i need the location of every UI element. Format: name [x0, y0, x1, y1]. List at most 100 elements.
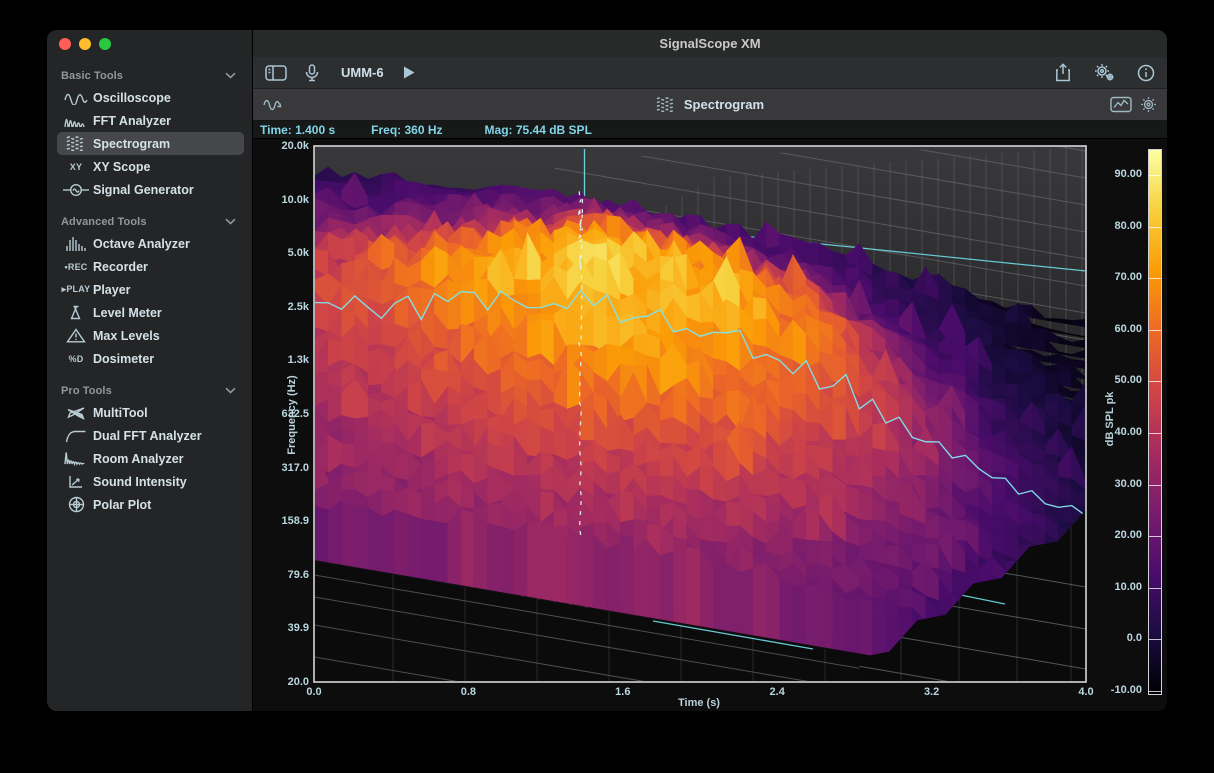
time-axis-label: Time (s)	[678, 697, 720, 709]
sidebar-item-dosimeter[interactable]: %D Dosimeter	[57, 347, 244, 370]
sidebar-item-dual-fft-analyzer[interactable]: Dual FFT Analyzer	[57, 424, 244, 447]
zoom-button[interactable]	[99, 38, 111, 50]
time-tick-label: 2.4	[769, 686, 785, 698]
sidebar-item-fft-analyzer[interactable]: FFT Analyzer	[57, 109, 244, 132]
db-tick-label: 50.00	[1114, 374, 1142, 387]
xy-scope-icon: XY	[69, 161, 83, 172]
minimize-button[interactable]	[79, 38, 91, 50]
plot-settings-gear-icon[interactable]	[1140, 96, 1157, 113]
colorbar-tick	[1149, 536, 1161, 538]
freq-tick-label: 20.0k	[281, 140, 309, 152]
sidebar-item-spectrogram[interactable]: Spectrogram	[57, 132, 244, 155]
sound-intensity-icon	[59, 474, 93, 489]
signal-generator-icon	[59, 183, 93, 197]
freq-tick-label: 1.3k	[287, 354, 309, 367]
colorbar-tick	[1149, 278, 1161, 280]
sidebar-item-label: Octave Analyzer	[93, 236, 190, 251]
window-title: SignalScope XM	[659, 36, 761, 51]
spectrogram-icon	[59, 136, 93, 151]
view-title-group: Spectrogram	[253, 97, 1167, 112]
input-device-label[interactable]: UMM-6	[341, 65, 384, 80]
sidebar-item-multitool[interactable]: MultiTool	[57, 401, 244, 424]
sidebar-item-label: Recorder	[93, 259, 148, 274]
colorbar-tick	[1149, 691, 1161, 692]
chevron-down-icon	[225, 216, 236, 228]
freq-tick-label: 2.5k	[287, 300, 309, 313]
section-header-advanced-tools[interactable]: Advanced Tools	[57, 210, 244, 232]
sidebar-item-oscilloscope[interactable]: Oscilloscope	[57, 86, 244, 109]
colorbar-tick	[1149, 175, 1161, 176]
time-tick-label: 1.6	[615, 686, 631, 698]
sidebar-item-room-analyzer[interactable]: Room Analyzer	[57, 447, 244, 470]
sidebar-item-player[interactable]: ▸PLAY Player	[57, 278, 244, 301]
sidebar-item-octave-analyzer[interactable]: Octave Analyzer	[57, 232, 244, 255]
db-tick-label: 80.00	[1114, 219, 1142, 232]
freq-tick-label: 158.9	[281, 515, 309, 528]
section-header-pro-tools[interactable]: Pro Tools	[57, 379, 244, 401]
colorbar	[1148, 149, 1162, 695]
fft-analyzer-icon	[59, 114, 93, 128]
freq-tick-label: 39.9	[287, 622, 309, 635]
sidebar-item-label: Room Analyzer	[93, 451, 184, 466]
sidebar-item-signal-generator[interactable]: Signal Generator	[57, 178, 244, 201]
sidebar-item-max-levels[interactable]: Max Levels	[57, 324, 244, 347]
info-icon[interactable]	[1137, 64, 1155, 82]
section-label: Pro Tools	[61, 385, 112, 397]
waterfall-plot-pane[interactable]: Frequency (Hz) Time (s) dB SPL pk 20.0k 1…	[253, 139, 1167, 711]
cursor-freq-readout: Freq: 360 Hz	[371, 122, 443, 137]
freq-tick-label: 79.6	[287, 568, 309, 581]
chart-display-icon[interactable]	[1110, 96, 1132, 113]
colorbar-tick	[1149, 226, 1161, 228]
sidebar-item-sound-intensity[interactable]: Sound Intensity	[57, 470, 244, 493]
share-icon[interactable]	[1055, 63, 1071, 82]
sidebar-item-label: FFT Analyzer	[93, 113, 172, 128]
colorbar-tick	[1149, 381, 1161, 383]
microphone-icon[interactable]	[305, 63, 319, 82]
freq-tick-label: 5.0k	[287, 247, 309, 260]
freq-tick-label: 317.0	[281, 461, 309, 474]
colorbar-tick	[1149, 433, 1161, 434]
room-analyzer-icon	[59, 451, 93, 466]
waterfall-3d-surface[interactable]	[253, 139, 1167, 711]
sidebar-item-label: Signal Generator	[93, 182, 194, 197]
play-button[interactable]	[402, 65, 416, 80]
db-tick-label: 20.00	[1114, 529, 1142, 542]
colorbar-tick	[1149, 484, 1161, 486]
titlebar: SignalScope XM	[253, 30, 1167, 57]
freq-tick-label: 10.0k	[281, 193, 309, 206]
octave-analyzer-icon	[59, 236, 93, 251]
db-tick-label: 70.00	[1114, 271, 1142, 284]
time-tick-label: 0.8	[460, 686, 477, 698]
max-levels-icon	[59, 328, 93, 343]
dual-fft-icon	[59, 429, 93, 443]
time-tick-label: 0.0	[306, 686, 322, 698]
sidebar-toggle-icon[interactable]	[265, 64, 287, 81]
sidebar-item-label: Polar Plot	[93, 497, 152, 512]
view-header: Spectrogram	[253, 89, 1167, 121]
freq-tick-label: 20.0	[287, 676, 309, 688]
sidebar-item-label: Oscilloscope	[93, 90, 171, 105]
sidebar-item-label: Sound Intensity	[93, 474, 187, 489]
dosimeter-icon: %D	[68, 353, 84, 364]
close-button[interactable]	[59, 38, 71, 50]
chevron-down-icon	[225, 70, 236, 82]
sidebar-item-level-meter[interactable]: Level Meter	[57, 301, 244, 324]
sidebar-item-xy-scope[interactable]: XY XY Scope	[57, 155, 244, 178]
level-meter-icon	[59, 305, 93, 320]
section-label: Basic Tools	[61, 70, 124, 82]
sidebar-item-label: Max Levels	[93, 328, 160, 343]
sidebar-item-polar-plot[interactable]: Polar Plot	[57, 493, 244, 516]
db-tick-label: 30.00	[1114, 477, 1142, 490]
freq-tick-label: 632.5	[281, 408, 309, 420]
app-window: Basic Tools Oscilloscope FFT Analyzer Spect…	[47, 30, 1167, 711]
window-controls	[47, 30, 252, 58]
colorbar-axis-label: dB SPL pk	[1104, 391, 1116, 447]
settings-gears-icon[interactable]	[1093, 63, 1115, 82]
section-header-basic-tools[interactable]: Basic Tools	[57, 64, 244, 86]
polar-plot-icon	[59, 496, 93, 513]
colorbar-tick	[1149, 329, 1161, 331]
sidebar-item-recorder[interactable]: •REC Recorder	[57, 255, 244, 278]
signal-flow-icon[interactable]	[263, 98, 285, 112]
toolbar: UMM-6	[253, 57, 1167, 89]
db-tick-label: 90.00	[1114, 168, 1142, 180]
